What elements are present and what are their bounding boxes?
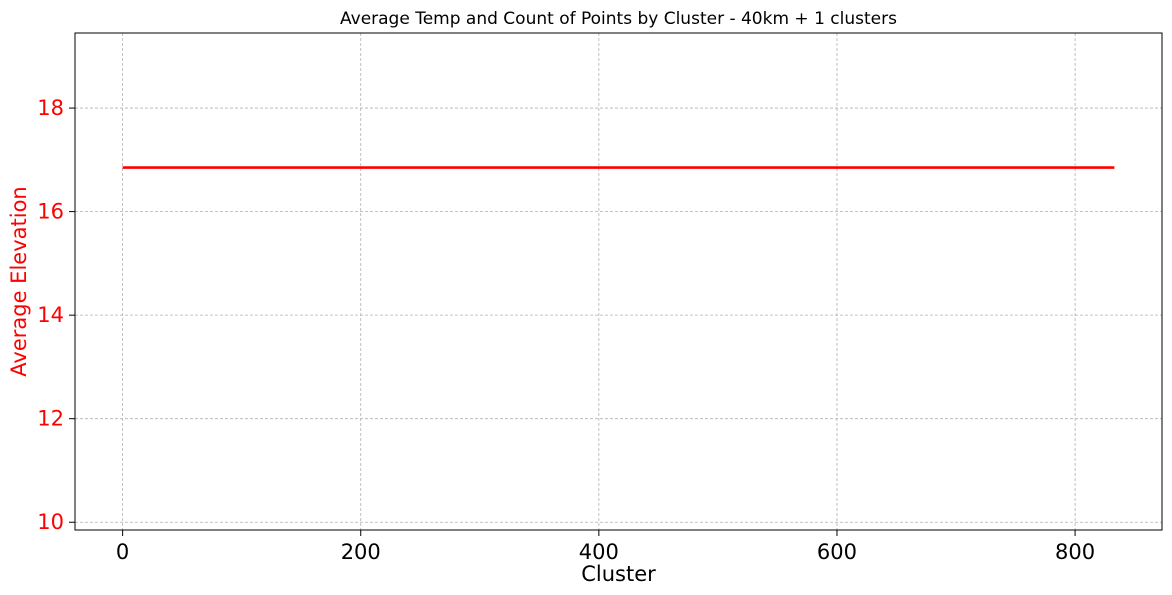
x-tick-label: 800 [1055,540,1095,564]
y-axis: 10 12 14 16 18 [37,96,75,534]
y-tick-label: 12 [37,407,64,431]
plot-frame [74,32,1163,531]
x-tick-label: 0 [116,540,129,564]
y-tick-label: 16 [37,200,64,224]
x-tick-label: 200 [341,540,381,564]
grid-layer [75,33,1162,530]
y-axis-label: Average Elevation [7,186,31,376]
x-tick-label: 400 [579,540,619,564]
chart-title: Average Temp and Count of Points by Clus… [340,9,897,29]
y-tick-label: 10 [37,510,64,534]
y-tick-label: 14 [37,303,64,327]
x-tick-label: 600 [817,540,857,564]
x-axis-label: Cluster [581,562,656,586]
x-axis: 0 200 400 600 800 [116,530,1095,564]
y-tick-label: 18 [37,96,64,120]
